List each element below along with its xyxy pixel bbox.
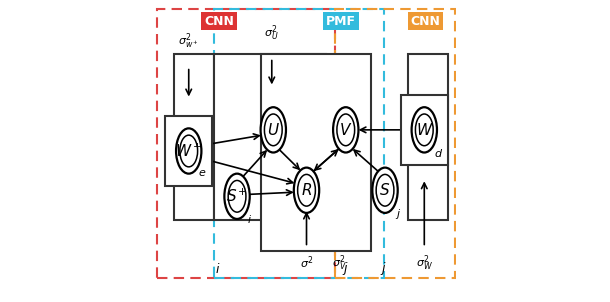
Text: $\sigma^{2}$: $\sigma^{2}$ [300,255,314,271]
Ellipse shape [333,107,359,153]
Text: $\mathit{d}$: $\mathit{d}$ [434,147,443,159]
Text: $\mathbf{\mathit{V}}$: $\mathbf{\mathit{V}}$ [339,122,353,138]
FancyBboxPatch shape [407,54,448,220]
Text: $\sigma_V^{2}$: $\sigma_V^{2}$ [332,253,347,272]
Ellipse shape [337,114,354,146]
Text: $\sigma_U^{2}$: $\sigma_U^{2}$ [265,24,279,43]
FancyBboxPatch shape [165,116,212,186]
Ellipse shape [228,181,246,212]
Ellipse shape [180,135,198,167]
FancyBboxPatch shape [261,54,371,251]
FancyBboxPatch shape [214,54,326,220]
Text: CNN: CNN [411,14,441,28]
Ellipse shape [224,174,249,219]
Text: $\mathbf{\mathit{S}}^+$: $\mathbf{\mathit{S}}^+$ [226,188,248,205]
Text: $\mathbf{\mathit{W}}^+$: $\mathbf{\mathit{W}}^+$ [175,142,203,160]
Text: $\mathit{e}$: $\mathit{e}$ [198,168,207,178]
Text: PMF: PMF [326,14,356,28]
Text: $\mathbf{\mathit{R}}$: $\mathbf{\mathit{R}}$ [301,182,312,198]
Text: $\mathbf{\mathit{U}}$: $\mathbf{\mathit{U}}$ [267,122,280,138]
Ellipse shape [415,114,433,146]
Text: $\mathbf{\mathit{S}}$: $\mathbf{\mathit{S}}$ [379,182,390,198]
FancyBboxPatch shape [174,54,214,220]
Ellipse shape [376,175,394,206]
Text: $\sigma_W^{2}$: $\sigma_W^{2}$ [416,253,432,272]
Text: $\mathit{i}$: $\mathit{i}$ [246,213,251,225]
Ellipse shape [298,175,315,206]
FancyBboxPatch shape [401,95,448,165]
Ellipse shape [264,114,282,146]
Ellipse shape [260,107,286,153]
Text: $\mathit{j}$: $\mathit{j}$ [342,260,349,277]
Text: $\mathit{j}$: $\mathit{j}$ [395,207,401,221]
Text: $\mathit{i}$: $\mathit{i}$ [215,262,220,276]
Text: CNN: CNN [204,14,234,28]
Ellipse shape [372,168,398,213]
Text: $\mathit{j}$: $\mathit{j}$ [380,260,387,277]
Ellipse shape [294,168,319,213]
Text: $\mathbf{\mathit{W}}$: $\mathbf{\mathit{W}}$ [415,122,433,138]
Ellipse shape [176,128,201,174]
Ellipse shape [412,107,437,153]
Text: $\sigma_{w^+}^{2}$: $\sigma_{w^+}^{2}$ [178,32,199,52]
